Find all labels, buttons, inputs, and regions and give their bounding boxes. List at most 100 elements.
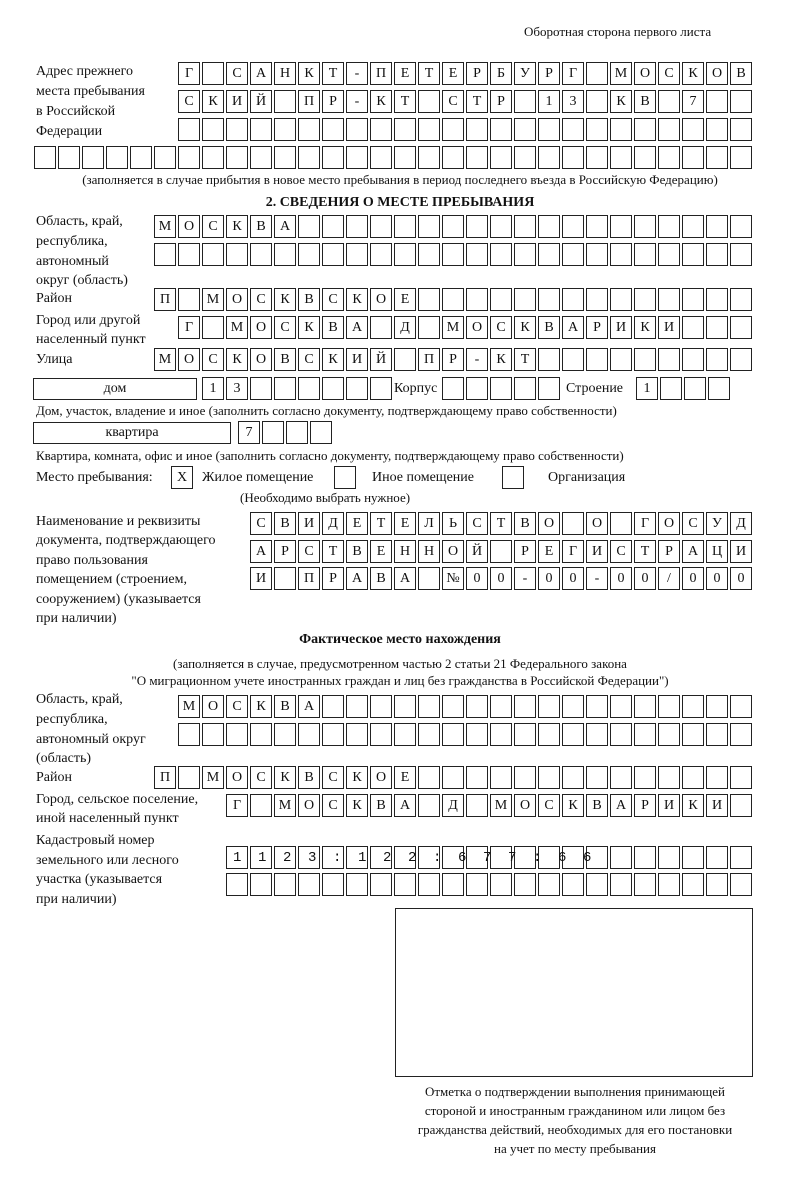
letter-cell[interactable]: В bbox=[298, 766, 320, 789]
letter-cell[interactable]: О bbox=[514, 794, 536, 817]
letter-cell[interactable] bbox=[178, 118, 200, 141]
letter-cell[interactable] bbox=[514, 723, 536, 746]
letter-cell[interactable] bbox=[730, 146, 752, 169]
letter-cell[interactable] bbox=[706, 243, 728, 266]
letter-cell[interactable] bbox=[730, 118, 752, 141]
letter-cell[interactable] bbox=[394, 215, 416, 238]
letter-cell[interactable] bbox=[706, 695, 728, 718]
letter-cell[interactable] bbox=[586, 348, 608, 371]
letter-cell[interactable]: - bbox=[466, 348, 488, 371]
letter-cell[interactable]: О bbox=[226, 288, 248, 311]
letter-cell[interactable] bbox=[346, 215, 368, 238]
letter-cell[interactable]: Е bbox=[538, 540, 560, 563]
letter-cell[interactable]: В bbox=[730, 62, 752, 85]
letter-cell[interactable] bbox=[634, 118, 656, 141]
letter-cell[interactable]: Р bbox=[442, 348, 464, 371]
letter-cell[interactable] bbox=[562, 846, 584, 869]
letter-cell[interactable]: А bbox=[682, 540, 704, 563]
letter-cell[interactable]: Е bbox=[442, 62, 464, 85]
letter-cell[interactable] bbox=[514, 243, 536, 266]
letter-cell[interactable]: - bbox=[514, 567, 536, 590]
letter-cell[interactable] bbox=[298, 873, 320, 896]
letter-cell[interactable]: А bbox=[298, 695, 320, 718]
letter-cell[interactable]: У bbox=[706, 512, 728, 535]
letter-cell[interactable]: М bbox=[490, 794, 512, 817]
letter-cell[interactable] bbox=[538, 348, 560, 371]
letter-cell[interactable] bbox=[202, 316, 224, 339]
letter-cell[interactable]: Т bbox=[490, 512, 512, 535]
letter-cell[interactable] bbox=[442, 377, 464, 400]
letter-cell[interactable] bbox=[682, 316, 704, 339]
letter-cell[interactable] bbox=[538, 377, 560, 400]
letter-cell[interactable] bbox=[58, 146, 80, 169]
letter-cell[interactable] bbox=[202, 62, 224, 85]
house-type-field[interactable]: дом bbox=[33, 378, 197, 400]
letter-cell[interactable]: 3 bbox=[226, 377, 248, 400]
letter-cell[interactable]: Р bbox=[658, 540, 680, 563]
letter-cell[interactable] bbox=[178, 766, 200, 789]
letter-cell[interactable] bbox=[490, 695, 512, 718]
letter-cell[interactable] bbox=[466, 377, 488, 400]
letter-cell[interactable] bbox=[586, 695, 608, 718]
letter-cell[interactable] bbox=[706, 873, 728, 896]
letter-cell[interactable]: М bbox=[202, 288, 224, 311]
letter-cell[interactable] bbox=[634, 215, 656, 238]
letter-cell[interactable] bbox=[322, 243, 344, 266]
letter-cell[interactable]: В bbox=[586, 794, 608, 817]
letter-cell[interactable] bbox=[394, 846, 416, 869]
letter-cell[interactable] bbox=[202, 243, 224, 266]
korpus-row[interactable] bbox=[442, 377, 562, 400]
actual-region-row-2[interactable] bbox=[178, 723, 754, 746]
letter-cell[interactable] bbox=[706, 348, 728, 371]
letter-cell[interactable] bbox=[634, 846, 656, 869]
letter-cell[interactable]: Т bbox=[514, 348, 536, 371]
letter-cell[interactable]: - bbox=[586, 567, 608, 590]
letter-cell[interactable] bbox=[130, 146, 152, 169]
letter-cell[interactable]: О bbox=[442, 540, 464, 563]
letter-cell[interactable] bbox=[514, 695, 536, 718]
letter-cell[interactable]: Т bbox=[466, 90, 488, 113]
letter-cell[interactable] bbox=[586, 723, 608, 746]
letter-cell[interactable] bbox=[730, 348, 752, 371]
letter-cell[interactable] bbox=[514, 118, 536, 141]
letter-cell[interactable]: Г bbox=[562, 62, 584, 85]
letter-cell[interactable]: И bbox=[298, 512, 320, 535]
letter-cell[interactable] bbox=[610, 146, 632, 169]
region-row-2[interactable] bbox=[154, 243, 754, 266]
letter-cell[interactable] bbox=[682, 288, 704, 311]
prev-address-row-4[interactable] bbox=[34, 146, 754, 169]
letter-cell[interactable] bbox=[226, 873, 248, 896]
letter-cell[interactable]: Е bbox=[346, 512, 368, 535]
letter-cell[interactable]: О bbox=[298, 794, 320, 817]
letter-cell[interactable]: Т bbox=[394, 90, 416, 113]
letter-cell[interactable]: Ь bbox=[442, 512, 464, 535]
letter-cell[interactable]: С bbox=[274, 316, 296, 339]
letter-cell[interactable]: П bbox=[298, 567, 320, 590]
letter-cell[interactable]: С bbox=[298, 540, 320, 563]
letter-cell[interactable] bbox=[418, 243, 440, 266]
letter-cell[interactable] bbox=[178, 243, 200, 266]
letter-cell[interactable]: В bbox=[298, 288, 320, 311]
letter-cell[interactable] bbox=[226, 243, 248, 266]
letter-cell[interactable]: С bbox=[250, 288, 272, 311]
letter-cell[interactable] bbox=[634, 243, 656, 266]
letter-cell[interactable] bbox=[322, 118, 344, 141]
letter-cell[interactable] bbox=[394, 348, 416, 371]
letter-cell[interactable] bbox=[610, 512, 632, 535]
letter-cell[interactable] bbox=[106, 146, 128, 169]
checkbox-residential[interactable]: X bbox=[171, 466, 193, 489]
letter-cell[interactable]: К bbox=[298, 316, 320, 339]
letter-cell[interactable] bbox=[586, 243, 608, 266]
letter-cell[interactable]: Н bbox=[418, 540, 440, 563]
letter-cell[interactable]: О bbox=[370, 288, 392, 311]
letter-cell[interactable]: Д bbox=[322, 512, 344, 535]
letter-cell[interactable]: Л bbox=[418, 512, 440, 535]
letter-cell[interactable]: В bbox=[538, 316, 560, 339]
letter-cell[interactable]: 1 bbox=[636, 377, 658, 400]
letter-cell[interactable]: Г bbox=[178, 316, 200, 339]
letter-cell[interactable] bbox=[298, 243, 320, 266]
